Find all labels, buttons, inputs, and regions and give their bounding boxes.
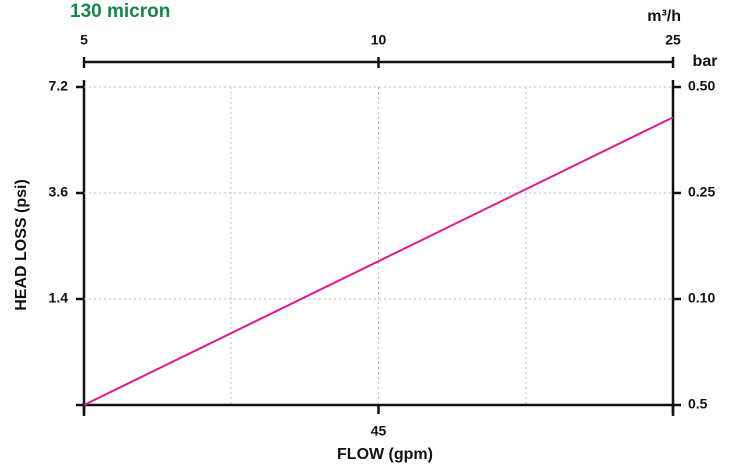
chart-title: 130 micron [70,1,170,22]
y2-tick-label: 0.50 [688,78,715,94]
x2-tick-label: 25 [665,32,681,48]
y-tick-label: 3.6 [49,184,69,200]
y2-tick-label: 0.5 [688,396,708,412]
y-tick-label: 1.4 [49,290,69,306]
y2-axis-label: bar [693,53,718,70]
y-tick-label: 7.2 [49,78,69,94]
x-axis-label: FLOW (gpm) [337,446,433,463]
x2-tick-label: 10 [371,32,387,48]
y2-tick-label: 0.25 [688,184,715,200]
x2-axis-label: m³/h [647,8,681,25]
y-axis-label: HEAD LOSS (psi) [13,179,30,311]
y2-tick-label: 0.10 [688,290,715,306]
x-tick-label: 45 [371,423,387,439]
series-line [83,116,674,406]
x2-tick-label: 5 [80,32,88,48]
